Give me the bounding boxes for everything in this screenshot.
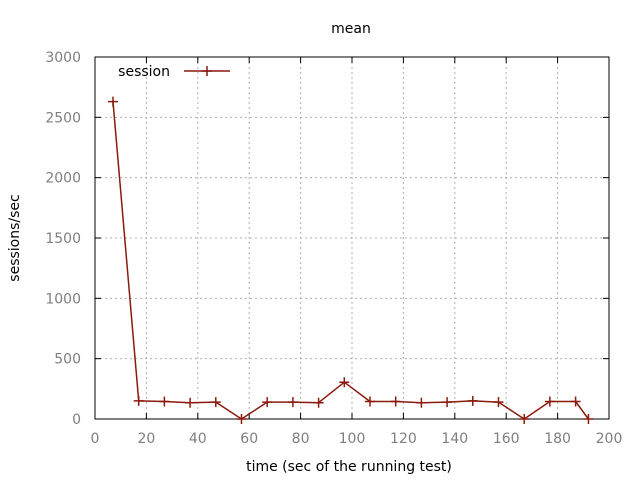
data-point	[185, 397, 196, 408]
data-point	[339, 377, 350, 388]
data-point	[313, 397, 324, 408]
data-point	[159, 396, 170, 407]
y-axis-label: sessions/sec	[7, 194, 23, 281]
data-point	[287, 397, 298, 408]
legend-marker-session	[202, 66, 212, 76]
data-point	[416, 397, 427, 408]
x-tick-label: 40	[189, 431, 207, 447]
axis-ticks: 0 20 40 60 80 100 120 140 160 180 2000500100015002…	[45, 50, 622, 447]
x-tick-label: 100	[339, 431, 366, 447]
y-tick-label: 1500	[45, 231, 81, 247]
data-point	[133, 395, 144, 406]
x-axis-label: time (sec of the running test)	[246, 459, 452, 475]
data-point	[107, 96, 118, 107]
legend: session	[118, 64, 230, 80]
x-tick-label: 160	[493, 431, 520, 447]
chart-title: mean	[331, 21, 371, 37]
data-point	[364, 396, 375, 407]
series-line-session	[112, 101, 590, 420]
y-tick-label: 500	[54, 352, 81, 368]
x-tick-label: 180	[544, 431, 571, 447]
data-point	[493, 397, 504, 408]
x-tick-label: 0	[91, 431, 100, 447]
series-layer	[107, 96, 594, 424]
y-tick-label: 2500	[45, 110, 81, 126]
data-point	[467, 395, 478, 406]
data-point	[262, 397, 273, 408]
y-tick-label: 0	[72, 412, 81, 428]
grid	[95, 57, 609, 419]
data-point	[583, 414, 594, 424]
data-point	[390, 396, 401, 407]
data-point	[442, 397, 453, 408]
x-tick-label: 200	[596, 431, 623, 447]
y-tick-label: 2000	[45, 171, 81, 187]
x-tick-label: 60	[240, 431, 258, 447]
y-tick-label: 1000	[45, 291, 81, 307]
data-point	[210, 397, 221, 408]
x-tick-label: 140	[441, 431, 468, 447]
x-tick-label: 80	[292, 431, 310, 447]
x-tick-label: 120	[390, 431, 417, 447]
data-point	[519, 414, 530, 424]
data-point	[236, 414, 247, 424]
y-tick-label: 3000	[45, 50, 81, 66]
x-tick-label: 20	[137, 431, 155, 447]
legend-label-session: session	[118, 64, 170, 80]
data-point	[570, 396, 581, 407]
data-point	[544, 396, 555, 407]
